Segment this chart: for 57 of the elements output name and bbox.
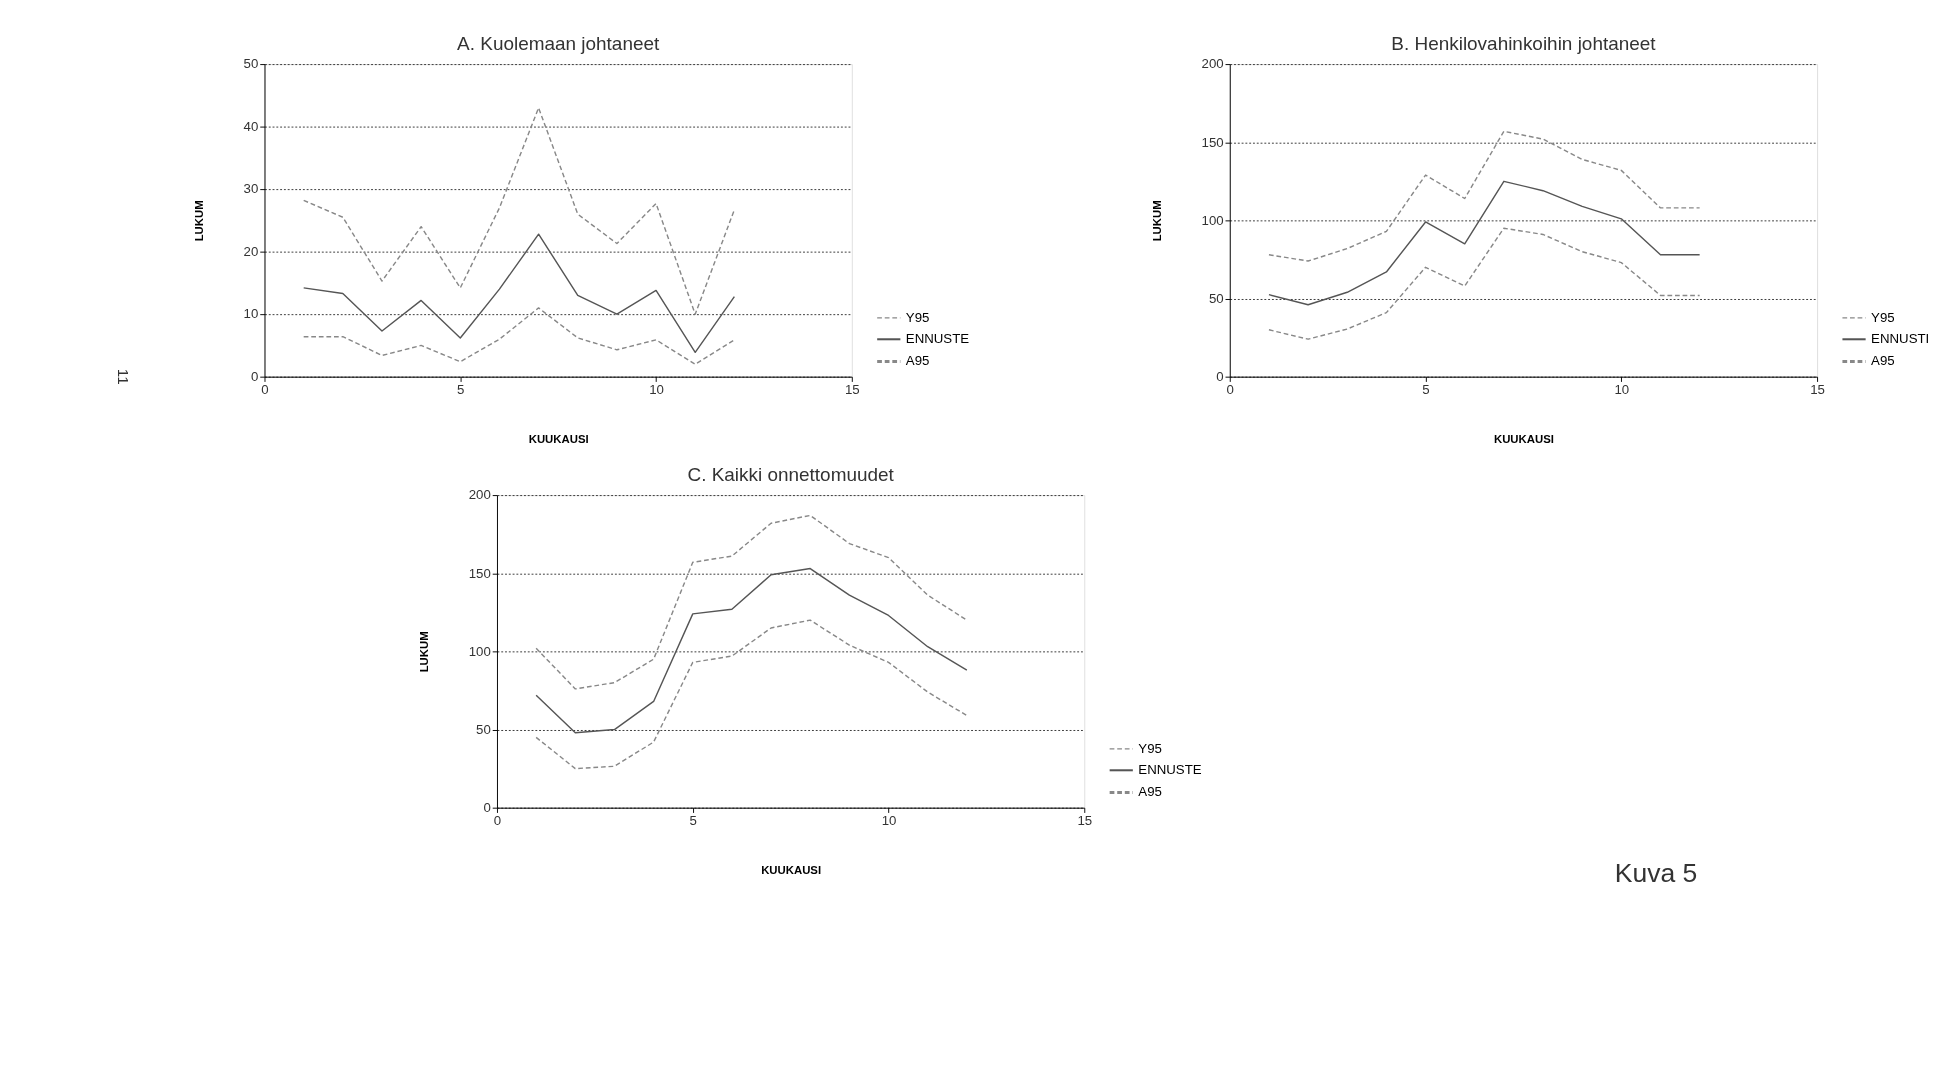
line-series <box>302 233 736 354</box>
legend-label: Y95 <box>905 309 930 325</box>
x-tick-label: 5 <box>689 813 697 829</box>
y-tick-label: 150 <box>1201 134 1224 150</box>
line-series <box>1268 227 1701 340</box>
y-tick-label: 50 <box>476 721 491 737</box>
line-series <box>302 307 736 365</box>
y-tick-label: 150 <box>468 565 491 581</box>
x-tick-label: 0 <box>493 813 502 829</box>
legend-label: A95 <box>1871 353 1895 369</box>
x-tick-label: 15 <box>1077 813 1093 829</box>
y-tick-label: 0 <box>483 799 491 815</box>
legend-label: Y95 <box>1871 309 1895 325</box>
y-tick-label: 30 <box>243 181 259 197</box>
x-tick-label: 10 <box>649 382 664 398</box>
line-series <box>1268 130 1701 262</box>
x-tick-label: 10 <box>1614 382 1630 398</box>
x-tick-label: 10 <box>881 813 897 829</box>
text: 11 <box>114 368 132 385</box>
x-tick-label: 5 <box>1422 382 1430 398</box>
x-axis-title: KUUKAUSI <box>1493 433 1554 446</box>
chart-title: C. Kaikki onnettomuudet <box>687 463 895 485</box>
line-series <box>302 107 736 315</box>
x-tick-label: 0 <box>261 382 269 398</box>
y-tick-label: 200 <box>468 487 491 503</box>
legend-label: Y95 <box>1138 740 1162 756</box>
y-tick-label: 50 <box>243 56 259 72</box>
x-tick-label: 15 <box>1810 382 1825 398</box>
y-tick-label: 40 <box>243 118 259 134</box>
x-tick-label: 0 <box>1226 382 1234 398</box>
x-axis-title: KUUKAUSI <box>761 864 822 877</box>
x-tick-label: 15 <box>844 382 860 398</box>
x-tick-label: 5 <box>457 382 465 398</box>
chart-title: B. Henkilovahinkoihin johtaneet <box>1391 32 1657 54</box>
line-series <box>535 619 968 770</box>
line-series <box>535 514 968 690</box>
y-axis-title: LUKUM <box>417 631 430 673</box>
chart-title: A. Kuolemaan johtaneet <box>457 32 660 54</box>
y-axis-title: LUKUM <box>192 200 205 242</box>
x-axis-title: KUUKAUSI <box>528 433 589 446</box>
legend-label: A95 <box>905 353 930 369</box>
y-tick-label: 200 <box>1201 56 1224 72</box>
legend-label: ENNUSTI <box>1871 331 1930 347</box>
y-tick-label: 100 <box>468 643 491 659</box>
y-tick-label: 50 <box>1208 290 1224 306</box>
legend-label: ENNUSTE <box>1138 762 1202 778</box>
y-tick-label: 0 <box>250 368 259 384</box>
y-tick-label: 10 <box>243 306 259 322</box>
legend-label: ENNUSTE <box>905 331 970 347</box>
y-axis-title: LUKUM <box>1150 200 1163 242</box>
y-tick-label: 100 <box>1201 212 1224 228</box>
y-tick-label: 0 <box>1216 368 1224 384</box>
y-tick-label: 20 <box>243 243 259 259</box>
legend-label: A95 <box>1138 784 1162 800</box>
text: Kuva 5 <box>1614 857 1698 888</box>
line-series <box>1268 180 1701 306</box>
line-series <box>535 567 968 734</box>
